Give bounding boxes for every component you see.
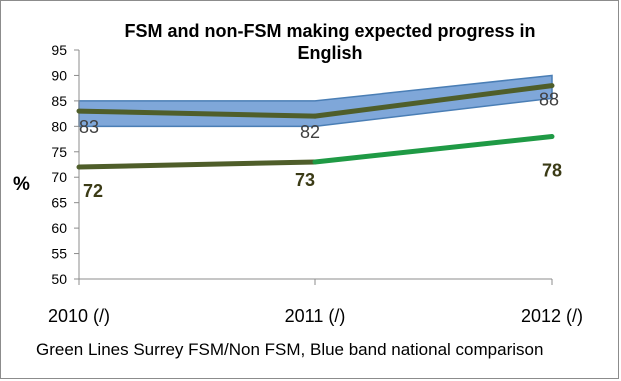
y-tick-label: 70 <box>51 169 67 185</box>
fsm-line-segment <box>76 159 318 170</box>
y-tick-label: 90 <box>51 67 67 83</box>
series-layer <box>76 83 555 170</box>
non-fsm-data-label: 82 <box>300 122 320 142</box>
chart-title-line-1: FSM and non-FSM making expected progress… <box>124 21 535 41</box>
fsm-data-label: 73 <box>295 170 315 190</box>
chart-title-line-2: English <box>297 43 362 63</box>
national-comparison-band <box>78 74 553 128</box>
y-tick-label: 55 <box>51 246 67 262</box>
y-tick-label: 75 <box>51 144 67 160</box>
x-tick-label: 2010 (/) <box>48 306 110 326</box>
non-fsm-line-segment <box>76 108 318 119</box>
y-tick-label: 65 <box>51 195 67 211</box>
x-tick-label: 2012 (/) <box>521 306 583 326</box>
y-tick-label: 95 <box>51 42 67 58</box>
fsm-data-label: 78 <box>542 161 562 181</box>
y-tick-label: 85 <box>51 93 67 109</box>
non-fsm-data-label: 88 <box>539 90 559 110</box>
tick-labels-layer: 50 55 60 65 70 75 80 85 90 95 2010 (/) 2011 (/) 2012… <box>48 42 583 326</box>
chart-caption: Green Lines Surrey FSM/Non FSM, Blue ban… <box>36 340 544 359</box>
y-tick-label: 60 <box>51 220 67 236</box>
axes-layer <box>74 49 553 285</box>
fsm-data-label: 72 <box>83 181 103 201</box>
non-fsm-data-label: 83 <box>79 117 99 137</box>
y-tick-label: 50 <box>51 271 67 287</box>
y-tick-label: 80 <box>51 118 67 134</box>
fsm-line-segment <box>312 134 555 165</box>
non-fsm-line-segment <box>312 83 555 119</box>
national-band-layer <box>78 74 553 128</box>
data-labels-layer: 83 82 88 72 73 78 <box>79 90 562 201</box>
x-tick-label: 2011 (/) <box>285 306 346 326</box>
y-axis-label: % <box>13 174 30 195</box>
